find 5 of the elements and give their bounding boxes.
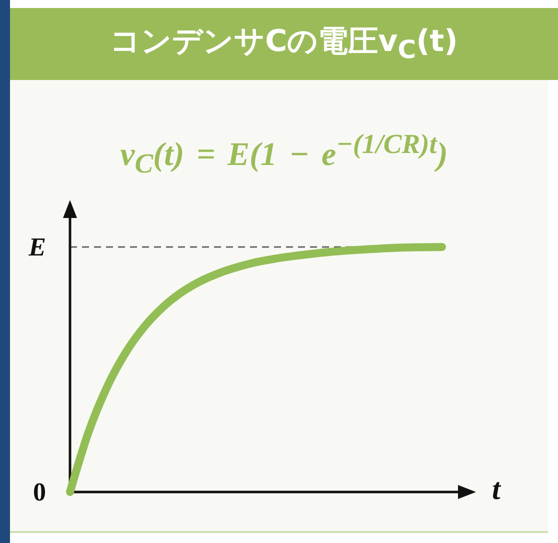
text: 0: [33, 478, 46, 506]
x-axis-title: t: [492, 472, 500, 508]
chart-subtitle: v$_{C}$(t) = E(1 − e$^{−(1/CR)t}$): [119, 127, 449, 181]
ref-line-label: E: [28, 232, 46, 262]
chart-title: コンデンサCの電圧v$_{C}$(t): [109, 23, 459, 66]
